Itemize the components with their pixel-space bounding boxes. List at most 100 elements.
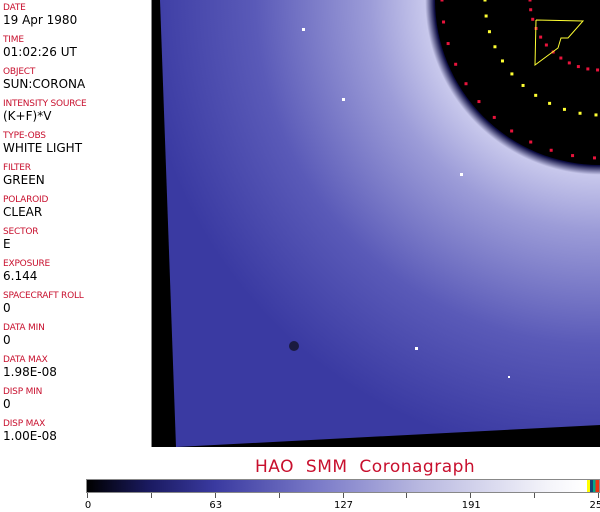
grid-marker [477, 100, 481, 104]
field-value: CLEAR [3, 205, 43, 219]
grid-marker [539, 35, 543, 39]
grid-marker [500, 59, 504, 63]
grid-marker [521, 83, 525, 87]
field-label: DATE [3, 3, 26, 13]
grid-overlay [440, 0, 600, 160]
field-value: SUN:CORONA [3, 77, 86, 91]
colorbar [86, 479, 600, 493]
colorbar-tick [150, 493, 152, 498]
colorbar-tick [470, 493, 472, 498]
colorbar-tick-label: 127 [333, 500, 354, 511]
header-info-panel: DATE 19 Apr 1980 TIME 01:02:26 UT OBJECT SUN:… [0, 0, 152, 447]
field-object: OBJECT SUN:CORONA [3, 67, 85, 91]
field-label: DISP MAX [3, 419, 46, 429]
grid-marker [440, 0, 444, 2]
field-label: TIME [3, 35, 24, 45]
colorbar-tick [406, 493, 408, 498]
field-value: GREEN [3, 173, 45, 187]
field-value: 6.144 [3, 269, 38, 283]
field-value: 01:02:26 UT [3, 45, 77, 59]
field-intensity-source: INTENSITY SOURCE (K+F)*V [3, 99, 87, 123]
field-value: 0 [3, 397, 11, 411]
field-label: POLAROID [3, 195, 49, 205]
star [302, 28, 305, 31]
star [508, 376, 510, 378]
colorbar-tick [534, 493, 536, 498]
colorbar-tick [87, 493, 88, 498]
grid-marker [549, 148, 553, 152]
grid-marker [594, 113, 598, 117]
star [415, 347, 418, 350]
star [460, 173, 463, 176]
field-sector: SECTOR E [3, 227, 39, 251]
field-value: WHITE LIGHT [3, 141, 83, 155]
grid-marker [578, 111, 582, 115]
grid-marker [544, 43, 548, 47]
colorbar-tick [278, 493, 280, 498]
field-label: SECTOR [3, 227, 39, 237]
grid-marker [510, 72, 514, 76]
dust-speck [289, 341, 299, 351]
field-label: DISP MIN [3, 387, 43, 397]
field-value: 0 [3, 301, 11, 315]
grid-marker [562, 107, 566, 111]
field-label: FILTER [3, 163, 31, 173]
field-value: 1.98E-08 [3, 365, 57, 379]
field-filter: FILTER GREEN [3, 163, 45, 187]
field-value: 19 Apr 1980 [3, 13, 78, 27]
coronagraph-image-svg [160, 0, 600, 447]
occulter-disk [435, 0, 600, 165]
grid-marker [571, 154, 575, 158]
instrument-caption: HAO SMM Coronagraph [255, 457, 476, 477]
grid-marker [442, 20, 446, 24]
colorbar-overlay-colors [587, 480, 599, 492]
field-label: DATA MAX [3, 355, 48, 365]
field-label: SPACECRAFT ROLL [3, 291, 84, 301]
field-label: DATA MIN [3, 323, 45, 333]
field-value: 0 [3, 333, 11, 347]
colorbar-tick [214, 493, 216, 498]
grid-marker [529, 8, 533, 12]
field-type-obs: TYPE-OBS WHITE LIGHT [3, 131, 82, 155]
field-polaroid: POLAROID CLEAR [3, 195, 48, 219]
field-label: OBJECT [3, 67, 36, 77]
colorbar-tick [598, 493, 599, 498]
field-disp-max: DISP MAX 1.00E-08 [3, 419, 57, 443]
grid-marker [446, 42, 450, 46]
grid-marker [510, 129, 514, 133]
field-exposure: EXPOSURE 6.144 [3, 259, 50, 283]
field-label: INTENSITY SOURCE [3, 99, 87, 109]
grid-marker [548, 101, 552, 105]
sector-outline [534, 19, 585, 67]
field-label: EXPOSURE [3, 259, 51, 269]
grid-marker [559, 56, 563, 60]
grid-marker [454, 62, 458, 66]
grid-marker [534, 93, 538, 97]
grid-marker [529, 140, 533, 144]
coronagraph-image [152, 0, 600, 447]
grid-marker [586, 67, 590, 71]
star [342, 98, 345, 101]
grid-marker [531, 17, 535, 21]
field-data-min: DATA MIN 0 [3, 323, 45, 347]
grid-marker [576, 65, 580, 69]
grid-marker [492, 115, 496, 119]
field-label: TYPE-OBS [3, 131, 46, 141]
colorbar-tick-label: 63 [209, 500, 223, 511]
field-value: (K+F)*V [3, 109, 52, 123]
grid-marker [464, 82, 468, 86]
grid-marker [528, 0, 532, 2]
grid-marker [567, 61, 571, 65]
grid-marker [487, 30, 491, 34]
colorbar-tick-label: 0 [84, 500, 92, 511]
field-date: DATE 19 Apr 1980 [3, 3, 77, 27]
grid-marker [592, 156, 596, 160]
colorbar-tick [342, 493, 344, 498]
field-spacecraft-roll: SPACECRAFT ROLL 0 [3, 291, 84, 315]
field-time: TIME 01:02:26 UT [3, 35, 77, 59]
colorbar-tick-label: 191 [461, 500, 481, 511]
field-value: 1.00E-08 [3, 429, 57, 443]
field-value: E [3, 237, 11, 251]
colorbar-tick-label: 255 [589, 500, 600, 511]
field-data-max: DATA MAX 1.98E-08 [3, 355, 57, 379]
